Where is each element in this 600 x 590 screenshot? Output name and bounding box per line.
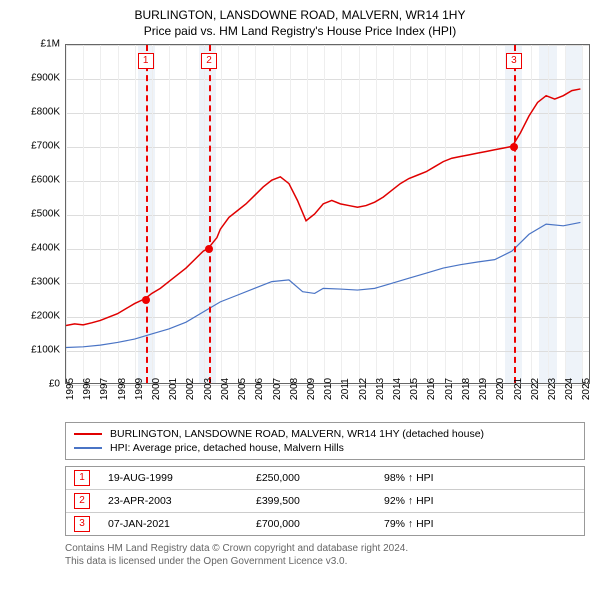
x-axis-label: 2020 <box>495 378 506 400</box>
y-axis-label: £900K <box>31 73 60 84</box>
y-axis-label: £700K <box>31 141 60 152</box>
x-axis-label: 1995 <box>65 378 76 400</box>
marker-row: 2 23-APR-2003 £399,500 92% ↑ HPI <box>66 489 584 512</box>
marker-line <box>209 45 211 383</box>
legend-item-price: BURLINGTON, LANSDOWNE ROAD, MALVERN, WR1… <box>74 427 576 441</box>
marker-badge: 2 <box>201 53 217 69</box>
x-axis-label: 2006 <box>254 378 265 400</box>
x-axis-label: 2019 <box>478 378 489 400</box>
marker-badge: 1 <box>138 53 154 69</box>
marker-dot <box>142 296 150 304</box>
marker-row: 3 07-JAN-2021 £700,000 79% ↑ HPI <box>66 512 584 535</box>
plot-area: 1 2 3 <box>65 44 590 384</box>
x-axis-label: 2024 <box>564 378 575 400</box>
x-axis-label: 1998 <box>117 378 128 400</box>
legend-item-hpi: HPI: Average price, detached house, Malv… <box>74 441 576 455</box>
y-axis-label: £800K <box>31 107 60 118</box>
y-axis-label: £1M <box>41 39 60 50</box>
y-axis-label: £300K <box>31 277 60 288</box>
marker-dot <box>510 143 518 151</box>
x-axis-label: 2009 <box>306 378 317 400</box>
marker-date: 19-AUG-1999 <box>108 472 238 484</box>
x-axis-label: 1999 <box>134 378 145 400</box>
marker-row: 1 19-AUG-1999 £250,000 98% ↑ HPI <box>66 467 584 489</box>
x-axis-label: 2010 <box>323 378 334 400</box>
legend-label: BURLINGTON, LANSDOWNE ROAD, MALVERN, WR1… <box>110 428 484 440</box>
x-axis-label: 2013 <box>375 378 386 400</box>
marker-pct: 92% ↑ HPI <box>384 495 434 507</box>
chart-subtitle: Price paid vs. HM Land Registry's House … <box>10 24 590 38</box>
marker-idx: 3 <box>74 516 90 532</box>
x-axis-label: 2022 <box>530 378 541 400</box>
chart-title: BURLINGTON, LANSDOWNE ROAD, MALVERN, WR1… <box>10 8 590 22</box>
x-axis-label: 2012 <box>358 378 369 400</box>
chart-container: BURLINGTON, LANSDOWNE ROAD, MALVERN, WR1… <box>0 0 600 576</box>
chart-area: 1 2 3 £0 £100K £200K £300K £400K £500K £600K £700… <box>30 44 590 414</box>
marker-line <box>514 45 516 383</box>
footer: Contains HM Land Registry data © Crown c… <box>65 542 590 568</box>
x-axis-label: 2018 <box>461 378 472 400</box>
x-axis-label: 2004 <box>220 378 231 400</box>
legend-swatch <box>74 433 102 435</box>
x-axis-label: 1997 <box>99 378 110 400</box>
x-axis-label: 2025 <box>581 378 592 400</box>
marker-date: 07-JAN-2021 <box>108 518 238 530</box>
x-axis-label: 2014 <box>392 378 403 400</box>
marker-badge: 3 <box>506 53 522 69</box>
marker-dot <box>205 245 213 253</box>
marker-price: £700,000 <box>256 518 366 530</box>
marker-idx: 1 <box>74 470 90 486</box>
y-axis-label: £100K <box>31 345 60 356</box>
x-axis-label: 2021 <box>513 378 524 400</box>
x-axis-label: 1996 <box>82 378 93 400</box>
marker-price: £250,000 <box>256 472 366 484</box>
legend: BURLINGTON, LANSDOWNE ROAD, MALVERN, WR1… <box>65 422 585 460</box>
x-axis-label: 2017 <box>444 378 455 400</box>
marker-pct: 98% ↑ HPI <box>384 472 434 484</box>
x-axis-label: 2015 <box>409 378 420 400</box>
line-canvas <box>66 45 589 383</box>
marker-table: 1 19-AUG-1999 £250,000 98% ↑ HPI 2 23-APR-200… <box>65 466 585 536</box>
footer-line: Contains HM Land Registry data © Crown c… <box>65 542 590 555</box>
x-axis-label: 2011 <box>340 378 351 400</box>
legend-label: HPI: Average price, detached house, Malv… <box>110 442 344 454</box>
marker-idx: 2 <box>74 493 90 509</box>
legend-swatch <box>74 447 102 449</box>
y-axis-label: £0 <box>49 379 60 390</box>
x-axis-label: 2023 <box>547 378 558 400</box>
y-axis-label: £600K <box>31 175 60 186</box>
x-axis-label: 2016 <box>426 378 437 400</box>
series-hpi <box>66 222 580 347</box>
y-axis-label: £500K <box>31 209 60 220</box>
marker-price: £399,500 <box>256 495 366 507</box>
x-axis-label: 2005 <box>237 378 248 400</box>
y-axis-label: £400K <box>31 243 60 254</box>
x-axis-label: 2007 <box>272 378 283 400</box>
marker-date: 23-APR-2003 <box>108 495 238 507</box>
x-axis-label: 2000 <box>151 378 162 400</box>
x-axis-label: 2002 <box>185 378 196 400</box>
series-price_paid <box>66 89 580 326</box>
y-axis-label: £200K <box>31 311 60 322</box>
footer-line: This data is licensed under the Open Gov… <box>65 555 590 568</box>
x-axis-label: 2003 <box>203 378 214 400</box>
x-axis-label: 2001 <box>168 378 179 400</box>
marker-pct: 79% ↑ HPI <box>384 518 434 530</box>
marker-line <box>146 45 148 383</box>
x-axis-label: 2008 <box>289 378 300 400</box>
